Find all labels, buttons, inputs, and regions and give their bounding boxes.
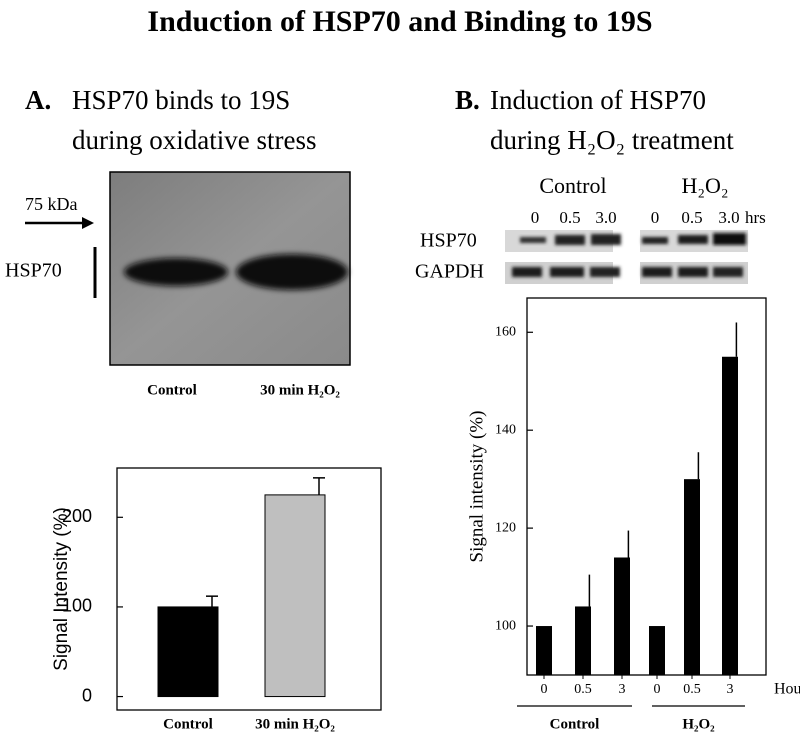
y-tick-label: 120 [495,520,516,535]
bar [157,606,219,698]
band-label: HSP70 [5,260,62,282]
lane-label: 0 [651,208,660,227]
lane-label: 3.0 [718,208,739,227]
bar [264,494,326,698]
marker-label: 75 kDa [25,194,78,214]
lane-label: 0.5 [559,208,580,227]
bar [536,626,552,675]
figure-title: Induction of HSP70 and Binding to 19S [147,5,652,38]
panel-heading: HSP70 binds to 19S [72,85,290,115]
x-axis-label: Hours [774,681,800,698]
blot-image [109,171,351,366]
panel-label: B. [455,85,480,115]
lane-label: 0 [531,208,540,227]
y-tick-label: 100 [495,618,516,633]
x-tick-label: 3 [619,682,626,697]
blot-strips [505,230,748,284]
bar [575,606,591,675]
lane-label: 3.0 [595,208,616,227]
y-axis-label: Signal Intensity (%) [51,507,72,671]
group-label: Control [539,173,606,198]
y-axis-label: Signal intensity (%) [466,411,487,563]
bar [684,479,700,675]
group-label: H₂O₂ [681,173,728,198]
lane-unit: hrs [745,208,766,227]
y-tick-label: 0 [82,685,92,705]
row-label: GAPDH [415,261,484,283]
x-tick-label: 0.5 [574,682,592,697]
group-label: H₂O₂ [682,716,715,732]
x-tick-label: 0 [541,682,548,697]
x-tick-label: Control [163,716,213,732]
y-tick-label: 160 [495,324,516,339]
bar [614,557,630,675]
panel-heading: Induction of HSP70 [490,85,706,115]
panel-heading: during H₂O₂ treatment [490,125,734,155]
x-tick-label: 3 [727,682,734,697]
lane-label: Control [147,382,197,398]
panel-label: A. [25,85,51,115]
x-tick-label: 0 [654,682,661,697]
lane-label: 0.5 [681,208,702,227]
plot-frame [116,467,382,711]
lane-label: 30 min H₂O₂ [260,382,340,398]
y-tick-label: 100 [62,596,92,616]
x-tick-label: 30 min H₂O₂ [255,716,335,732]
marker-arrow [25,217,94,229]
y-tick-label: 140 [495,422,516,437]
y-tick-label: 200 [62,506,92,526]
group-label: Control [550,716,600,732]
row-label: HSP70 [420,230,477,252]
bar [722,356,738,675]
panel-heading: during oxidative stress [72,125,316,155]
plot-frame [526,297,767,676]
bar [649,626,665,675]
x-tick-label: 0.5 [683,682,701,697]
